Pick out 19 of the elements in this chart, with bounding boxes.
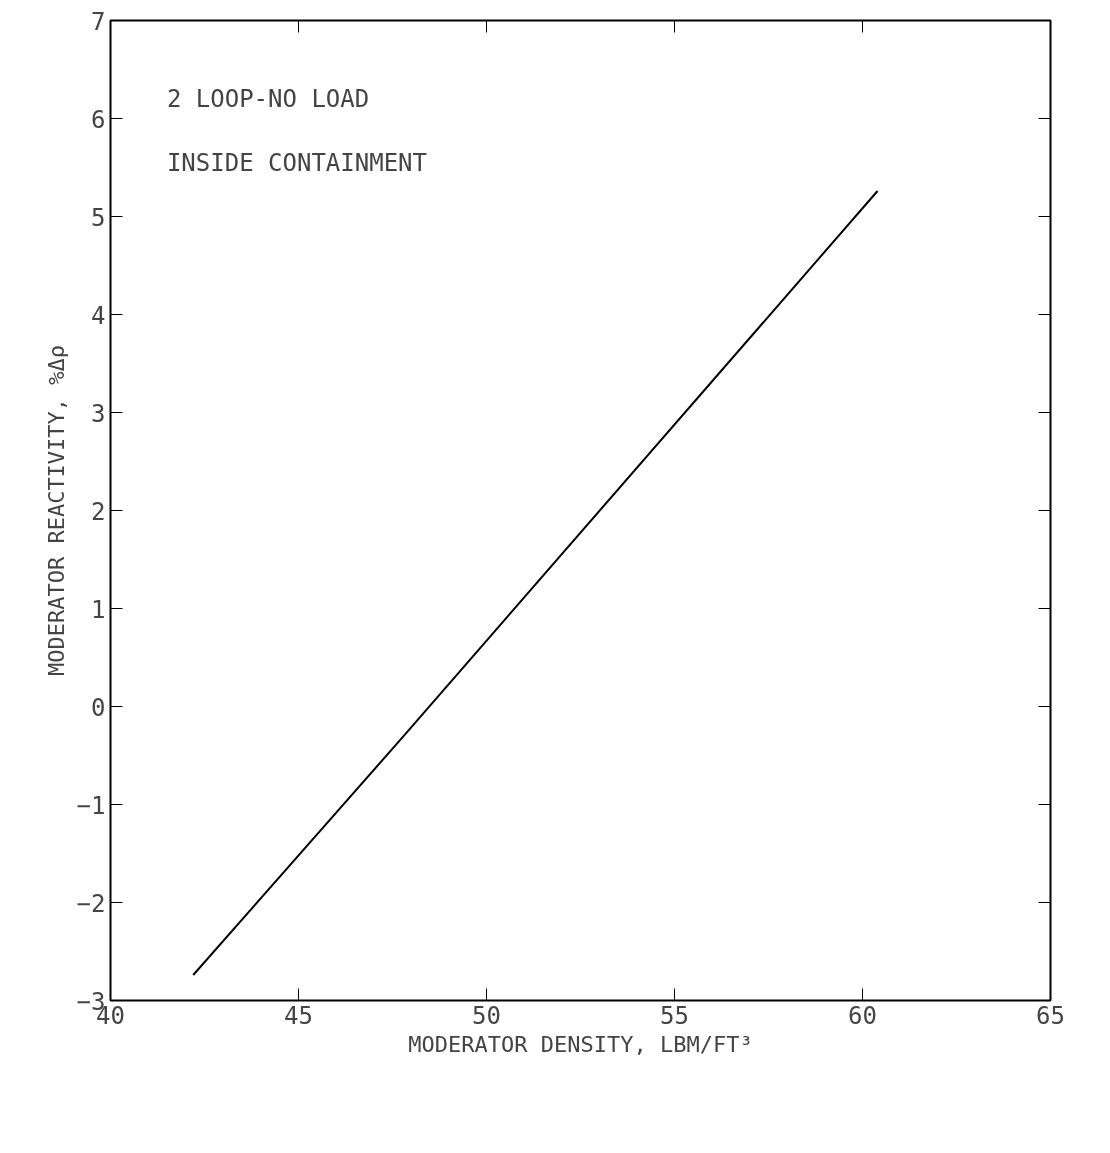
y-tick-label: 0 <box>91 693 106 722</box>
y-tick-label: −2 <box>76 889 106 918</box>
x-tick-label: 55 <box>660 1001 689 1030</box>
x-tick-label: 65 <box>1036 1001 1065 1030</box>
y-axis-title: MODERATOR REACTIVITY, %Δρ <box>43 344 69 677</box>
y-tick-label: 3 <box>91 399 106 428</box>
y-tick-label: 6 <box>91 105 106 134</box>
x-tick-label: 50 <box>472 1001 501 1030</box>
annotation: 2 LOOP-NO LOAD <box>166 84 370 113</box>
y-tick-label: 1 <box>91 595 106 624</box>
y-tick-label: 2 <box>91 497 106 526</box>
x-tick-label: 60 <box>848 1001 877 1030</box>
y-tick-label: 7 <box>91 7 106 36</box>
x-tick-label: 45 <box>284 1001 313 1030</box>
y-tick-label: 4 <box>91 301 106 330</box>
x-axis-title: MODERATOR DENSITY, LBM/FT³ <box>408 1031 753 1057</box>
y-tick-label: 5 <box>91 203 106 232</box>
y-tick-label: −1 <box>76 791 106 820</box>
annotation: INSIDE CONTAINMENT <box>166 148 427 177</box>
